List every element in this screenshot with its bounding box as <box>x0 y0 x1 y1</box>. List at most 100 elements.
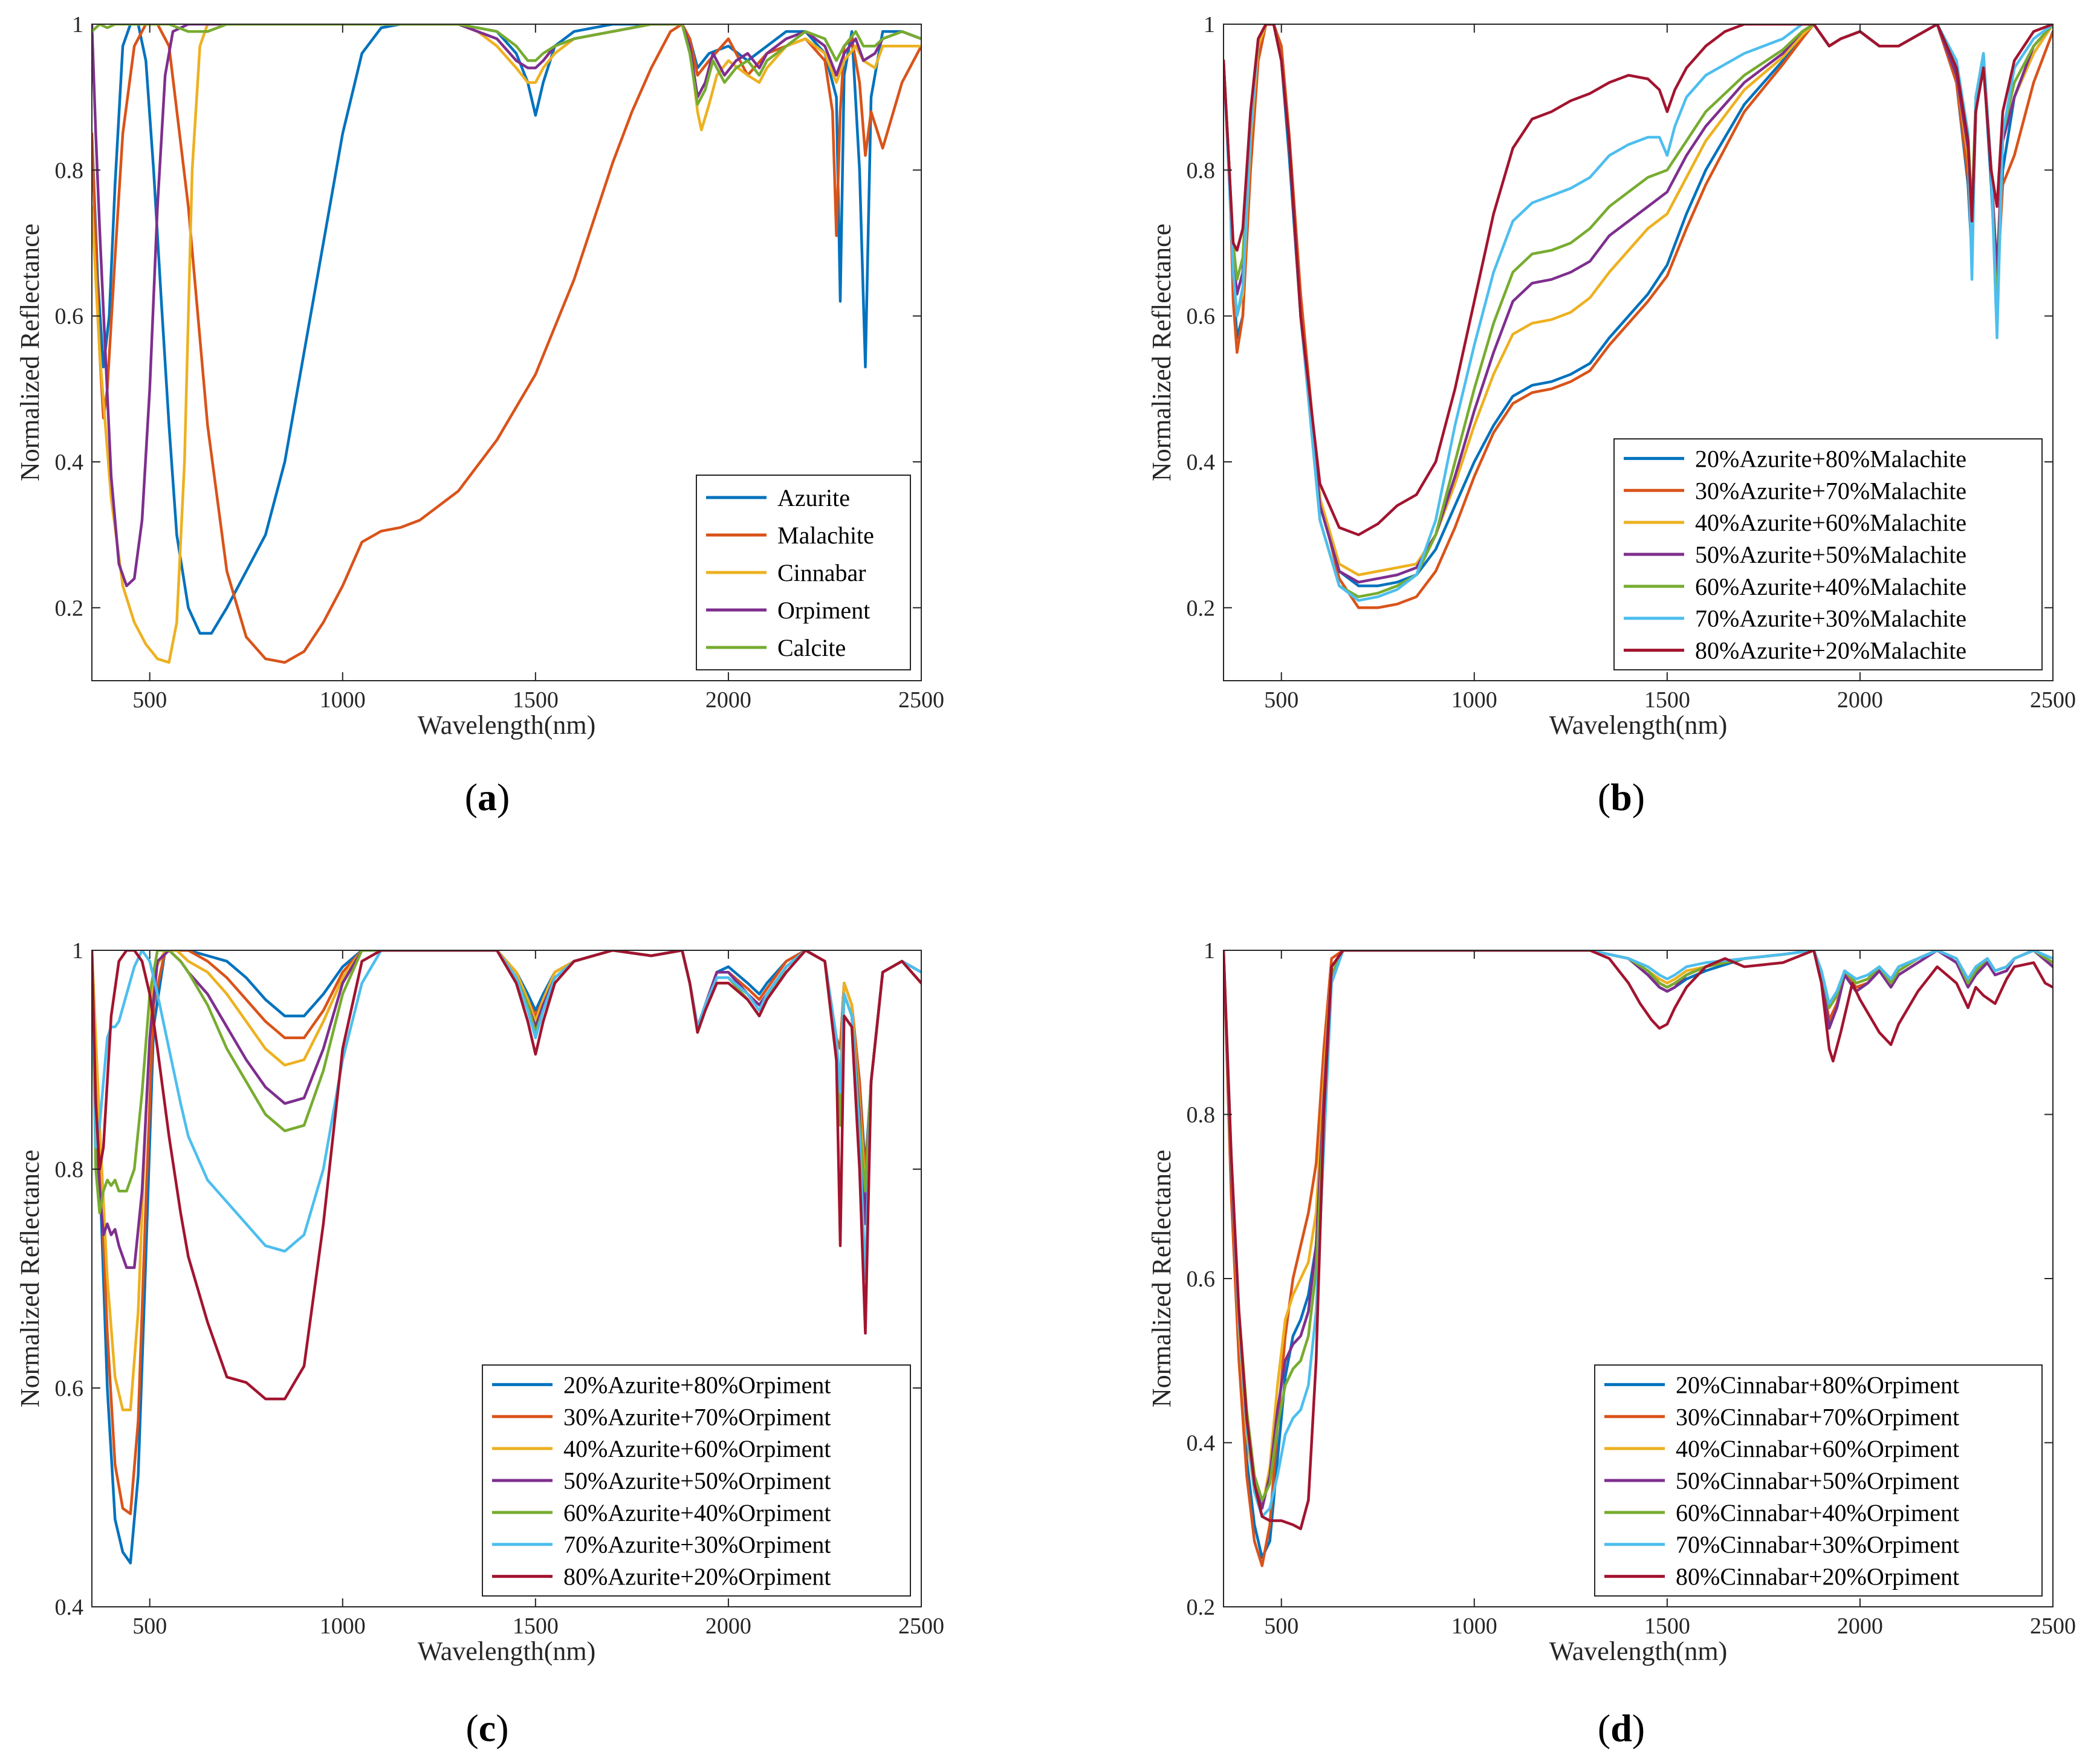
panel-label: (b) <box>1598 776 1645 819</box>
x-tick-label: 2000 <box>1837 687 1883 713</box>
legend-entry-label: Orpiment <box>777 597 870 624</box>
y-tick-label: 0.4 <box>1187 450 1216 475</box>
x-tick-label: 500 <box>1264 687 1298 713</box>
series-group <box>92 950 921 1565</box>
x-tick-label: 1500 <box>1644 687 1690 713</box>
legend-entry-label: 60%Azurite+40%Malachite <box>1695 573 1966 600</box>
y-tick-label: 1 <box>72 938 83 964</box>
y-axis-label: Normalized Reflectance <box>1147 224 1176 481</box>
y-tick-label: 1 <box>1204 12 1215 37</box>
x-tick-label: 1500 <box>513 687 559 713</box>
legend: 20%Cinnabar+80%Orpiment 30%Cinnabar+70%Or… <box>1594 1364 2043 1597</box>
legend-entry-label: 50%Azurite+50%Malachite <box>1695 541 1966 568</box>
x-tick-label: 2500 <box>898 1613 944 1639</box>
legend-entry-label: 30%Cinnabar+70%Orpiment <box>1676 1403 1959 1430</box>
legend-entry-label: Azurite <box>777 484 850 511</box>
legend-entry-label: Cinnabar <box>777 559 866 586</box>
y-tick-label: 1 <box>72 12 83 37</box>
legend-entry-label: 40%Azurite+60%Orpiment <box>563 1435 831 1462</box>
x-tick-label: 500 <box>132 1613 167 1639</box>
y-tick-label: 0.2 <box>1187 1595 1216 1620</box>
series-line-3 <box>92 24 921 664</box>
legend-box <box>482 1364 911 1597</box>
y-tick-label: 1 <box>1204 938 1215 964</box>
legend-entry-label: 20%Azurite+80%Malachite <box>1695 445 1966 472</box>
series-group <box>1224 950 2053 1568</box>
legend-entry-label: Calcite <box>777 634 846 661</box>
legend-entry-label: 80%Cinnabar+20%Orpiment <box>1676 1563 1959 1591</box>
x-tick-label: 2000 <box>705 687 751 713</box>
x-axis-label: Wavelength(nm) <box>1549 1636 1728 1666</box>
x-tick-label: 1500 <box>513 1613 559 1639</box>
y-axis-label: Normalized Reflectance <box>15 1150 45 1407</box>
legend-entry-label: 70%Azurite+30%Malachite <box>1695 605 1966 632</box>
legend-entry-label: 80%Azurite+20%Malachite <box>1695 637 1966 664</box>
y-tick-label: 0.8 <box>1187 158 1216 183</box>
legend-entry-label: 70%Azurite+30%Orpiment <box>563 1531 831 1558</box>
legend-entry-label: 20%Cinnabar+80%Orpiment <box>1676 1371 1959 1398</box>
x-tick-label: 2000 <box>1837 1613 1883 1639</box>
axes-box <box>91 950 922 1607</box>
axes-box <box>91 24 922 681</box>
y-tick-label: 0.6 <box>55 304 84 329</box>
x-tick-label: 1000 <box>1451 1613 1497 1639</box>
series-line-7 <box>92 950 921 1401</box>
legend-entry-label: 50%Azurite+50%Orpiment <box>563 1467 831 1494</box>
series-line-7 <box>1224 950 2053 1531</box>
series-line-2 <box>92 24 921 664</box>
legend: 20%Azurite+80%Malachite 30%Azurite+70%Mal… <box>1613 438 2043 670</box>
y-axis-label: Normalized Reflectance <box>15 224 45 481</box>
legend-entry-label: Malachite <box>777 522 874 549</box>
x-tick-label: 2000 <box>705 1613 751 1639</box>
y-tick-label: 0.4 <box>1187 1431 1216 1456</box>
legend: Azurite Malachite Cinnabar Orpiment Calcite <box>696 475 911 670</box>
series-line-7 <box>1224 24 2053 536</box>
x-tick-label: 500 <box>1264 1613 1298 1639</box>
x-axis-label: Wavelength(nm) <box>1549 710 1728 740</box>
legend-entry-label: 60%Azurite+40%Orpiment <box>563 1499 831 1526</box>
series-line-5 <box>92 24 921 106</box>
chart-panel-b: 500 1000 1500 2000 2500 0.2 0.4 0.6 0.8 1 Waveleng… <box>1147 12 2076 819</box>
legend-entry-label: 50%Cinnabar+50%Orpiment <box>1676 1467 1959 1494</box>
y-tick-label: 0.6 <box>55 1376 84 1401</box>
x-tick-label: 2500 <box>2030 1613 2076 1639</box>
y-tick-label: 0.8 <box>55 158 84 183</box>
panel-label: (c) <box>465 1707 508 1749</box>
legend-entry-label: 80%Azurite+20%Orpiment <box>563 1563 831 1591</box>
chart-panel-a: 500 1000 1500 2000 2500 0.2 0.4 0.6 0.8 1 Waveleng… <box>15 12 944 819</box>
legend: 20%Azurite+80%Orpiment 30%Azurite+70%Orpi… <box>482 1364 911 1597</box>
panel-label: (a) <box>465 776 510 819</box>
panel-label: (d) <box>1598 1707 1645 1749</box>
legend-entry-label: 40%Cinnabar+60%Orpiment <box>1676 1435 1959 1462</box>
legend-entry-label: 20%Azurite+80%Orpiment <box>563 1371 831 1398</box>
chart-panel-d: 500 1000 1500 2000 2500 0.2 0.4 0.6 0.8 1 Waveleng… <box>1147 938 2076 1749</box>
y-tick-label: 0.2 <box>1187 595 1216 621</box>
x-tick-label: 1000 <box>1451 687 1497 713</box>
y-tick-label: 0.8 <box>1187 1103 1216 1128</box>
y-tick-label: 0.6 <box>1187 1266 1216 1292</box>
legend-entry-label: 40%Azurite+60%Malachite <box>1695 509 1966 536</box>
x-tick-label: 1000 <box>320 687 366 713</box>
legend-entry-label: 70%Cinnabar+30%Orpiment <box>1676 1531 1959 1558</box>
y-tick-label: 0.8 <box>55 1157 84 1182</box>
chart-panel-c: 500 1000 1500 2000 2500 0.4 0.6 0.8 1 Wavelength(… <box>15 938 944 1749</box>
legend-entry-label: 60%Cinnabar+40%Orpiment <box>1676 1499 1959 1526</box>
legend-entry-label: 30%Azurite+70%Orpiment <box>563 1403 831 1430</box>
x-tick-label: 1000 <box>320 1613 366 1639</box>
x-tick-label: 500 <box>132 687 167 713</box>
x-axis-label: Wavelength(nm) <box>418 710 596 740</box>
x-tick-label: 2500 <box>2030 687 2076 713</box>
series-line-6 <box>1224 950 2053 1518</box>
series-line-4 <box>1224 950 2053 1510</box>
x-axis-label: Wavelength(nm) <box>418 1636 596 1666</box>
x-tick-label: 1500 <box>1644 1613 1690 1639</box>
y-tick-label: 0.2 <box>55 595 84 621</box>
y-tick-label: 0.4 <box>55 1595 84 1620</box>
series-group <box>92 24 921 664</box>
legend-entry-label: 30%Azurite+70%Malachite <box>1695 477 1966 504</box>
legend-box <box>1613 438 2043 670</box>
y-tick-label: 0.4 <box>55 450 84 475</box>
axes-box <box>1223 24 2054 681</box>
y-tick-label: 0.6 <box>1187 304 1216 329</box>
